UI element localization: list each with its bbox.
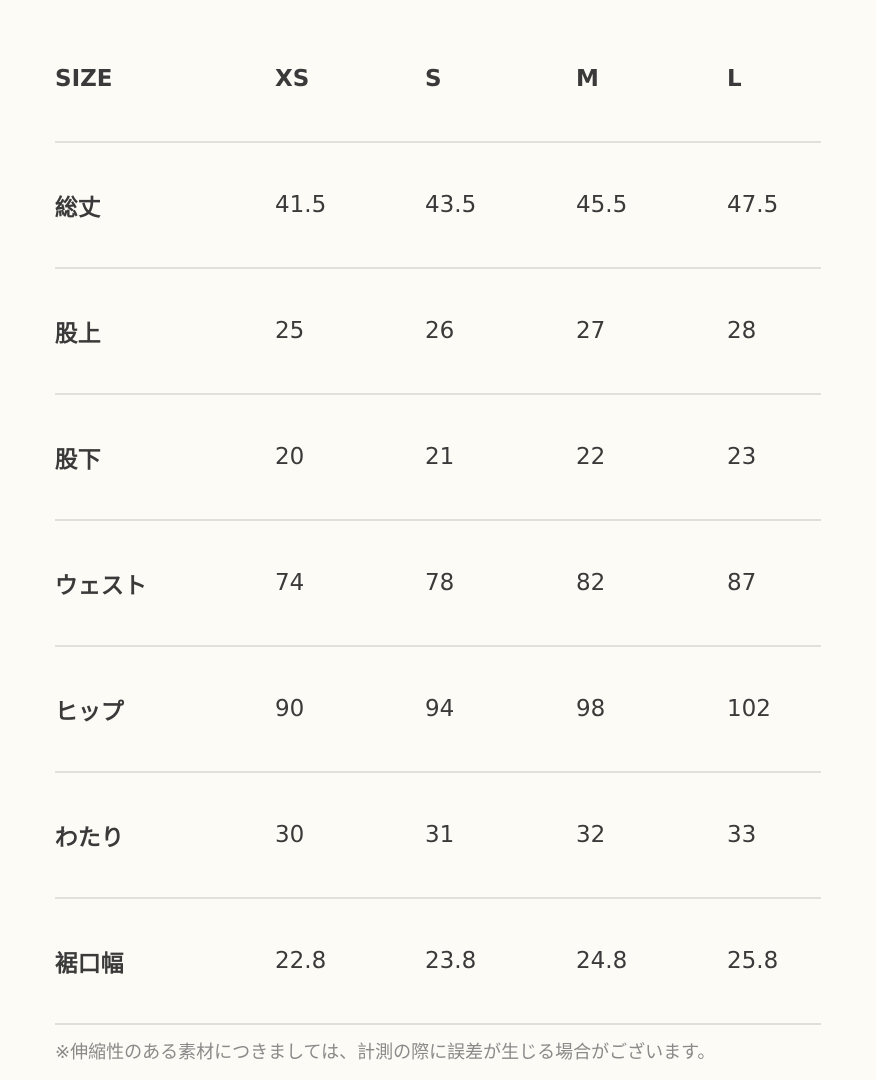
header-m: M (576, 66, 599, 92)
header-size: SIZE (55, 66, 113, 92)
row-label: わたり (55, 825, 124, 851)
table-row: 股上 25 26 27 28 (55, 269, 821, 395)
row-value: 98 (576, 696, 606, 722)
table-row: 股下 20 21 22 23 (55, 395, 821, 521)
row-value: 32 (576, 822, 606, 848)
row-label: 股上 (55, 321, 101, 347)
row-value: 43.5 (425, 192, 477, 218)
row-value: 22 (576, 444, 606, 470)
row-value: 94 (425, 696, 455, 722)
row-value: 74 (275, 570, 305, 596)
row-value: 41.5 (275, 192, 327, 218)
header-l: L (727, 66, 742, 92)
row-value: 27 (576, 318, 606, 344)
row-value: 78 (425, 570, 455, 596)
table-header-row: SIZE XS S M L (55, 17, 821, 143)
row-value: 21 (425, 444, 455, 470)
row-value: 25.8 (727, 948, 779, 974)
row-value: 31 (425, 822, 455, 848)
table-row: ヒップ 90 94 98 102 (55, 647, 821, 773)
size-table: SIZE XS S M L 総丈 41.5 43.5 45.5 47.5 股上 25 26 27… (55, 17, 821, 1025)
row-value: 28 (727, 318, 757, 344)
row-label: 裾口幅 (55, 951, 124, 977)
table-row: ウェスト 74 78 82 87 (55, 521, 821, 647)
header-s: S (425, 66, 442, 92)
row-label: 総丈 (55, 195, 101, 221)
row-value: 47.5 (727, 192, 779, 218)
row-value: 23.8 (425, 948, 477, 974)
row-value: 87 (727, 570, 757, 596)
row-value: 20 (275, 444, 305, 470)
table-row: 裾口幅 22.8 23.8 24.8 25.8 (55, 899, 821, 1025)
row-label: ウェスト (55, 573, 147, 599)
row-label: ヒップ (55, 699, 124, 725)
header-xs: XS (275, 66, 310, 92)
row-value: 45.5 (576, 192, 628, 218)
row-value: 90 (275, 696, 305, 722)
measurement-note: ※伸縮性のある素材につきましては、計測の際に誤差が生じる場合がございます。 (55, 1042, 716, 1063)
row-value: 26 (425, 318, 455, 344)
row-value: 33 (727, 822, 757, 848)
row-label: 股下 (55, 447, 101, 473)
row-value: 24.8 (576, 948, 628, 974)
row-value: 23 (727, 444, 757, 470)
table-row: わたり 30 31 32 33 (55, 773, 821, 899)
row-value: 25 (275, 318, 305, 344)
table-row: 総丈 41.5 43.5 45.5 47.5 (55, 143, 821, 269)
row-value: 102 (727, 696, 771, 722)
row-value: 22.8 (275, 948, 327, 974)
row-value: 82 (576, 570, 606, 596)
row-value: 30 (275, 822, 305, 848)
